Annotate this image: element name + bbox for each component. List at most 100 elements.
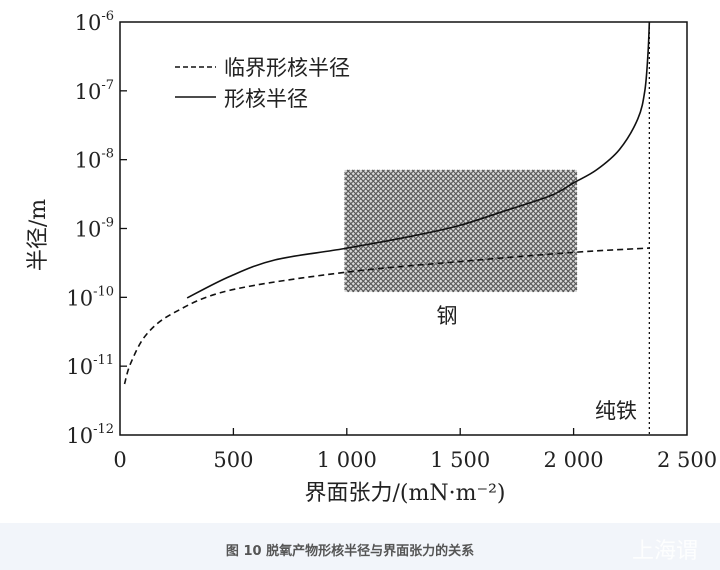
hatch-line — [492, 207, 578, 293]
y-tick-label: 10-9 — [75, 216, 114, 242]
hatch-line — [344, 169, 385, 211]
hatch-line — [456, 169, 578, 291]
hatch-line — [471, 169, 578, 276]
hatch-line — [466, 169, 578, 281]
hatch-line — [344, 257, 380, 293]
hatch-line — [344, 169, 405, 231]
hatch-line — [512, 227, 578, 293]
hatch-line — [344, 169, 430, 256]
hatch-line — [547, 262, 578, 293]
steel-label: 钢 — [437, 304, 458, 328]
hatch-line — [536, 169, 578, 211]
hatch-line — [344, 242, 395, 293]
hatch-line — [491, 169, 578, 256]
y-axis-label: 半径/m — [26, 199, 51, 271]
hatch-line — [344, 247, 390, 293]
y-axis: 10-6 10-7 10-8 10-9 10-10 10-11 10-12 — [66, 9, 127, 448]
y-tick-label: 10-6 — [75, 9, 114, 35]
hatch-line — [541, 169, 578, 206]
hatch-line — [507, 222, 578, 293]
hatch-line — [571, 169, 578, 176]
hatch-line — [556, 169, 578, 191]
hatch-line — [344, 169, 440, 266]
y-tick-label: 10-7 — [75, 78, 114, 104]
chart: 0 500 1 000 1 500 2 000 2 500 10-610-710-810-… — [26, 9, 717, 506]
hatch-line — [344, 169, 380, 206]
hatch-line — [527, 242, 578, 293]
hatch-line — [344, 222, 415, 293]
hatch-line — [344, 182, 455, 293]
hatch-line — [344, 232, 405, 293]
hatch-line — [344, 169, 395, 221]
hatch-line — [344, 169, 425, 251]
hatch-line — [344, 212, 425, 293]
hatch-line — [477, 192, 578, 293]
hatch-line — [522, 237, 578, 293]
hatch-line — [344, 207, 430, 293]
hatch-line — [344, 252, 385, 293]
hatch-line — [344, 202, 435, 293]
legend: 临界形核半径 形核半径 — [175, 56, 350, 111]
hatch-line — [344, 169, 420, 246]
hatch-line — [537, 252, 578, 293]
hatch-line — [344, 172, 465, 293]
hatch-line — [344, 169, 375, 201]
hatch-line — [344, 169, 365, 191]
watermark: 上海谓 — [632, 539, 699, 564]
hatch-line — [346, 169, 470, 293]
hatch-line — [551, 169, 578, 196]
hatch-line — [344, 169, 360, 186]
hatch-line — [344, 169, 455, 281]
hatch-line — [344, 197, 440, 293]
x-tick-label: 1 000 — [317, 448, 377, 472]
hatch-line — [344, 169, 460, 286]
hatch-line — [511, 169, 578, 236]
hatch-line — [344, 169, 350, 176]
y-tick-label: 10-12 — [66, 422, 114, 448]
hatch-line — [496, 169, 578, 251]
hatch-line — [472, 187, 578, 293]
hatch-line — [521, 169, 578, 226]
hatch-line — [486, 169, 578, 261]
hatch-line — [344, 169, 465, 291]
hatch-line — [461, 169, 578, 286]
hatch-line — [572, 287, 578, 293]
hatch-line — [344, 169, 445, 271]
x-tick-label: 2 500 — [657, 448, 717, 472]
hatch-line — [501, 169, 578, 246]
hatch-line — [344, 177, 460, 293]
hatch-line — [447, 169, 570, 293]
hatch-line — [344, 169, 370, 196]
x-tick-label: 0 — [113, 448, 126, 472]
nucleation-radius-line — [186, 21, 651, 299]
hatch-line — [344, 287, 350, 293]
hatch-line — [344, 169, 390, 216]
hatch-line — [442, 169, 565, 293]
hatch-line — [467, 182, 578, 293]
hatch-line — [344, 277, 360, 293]
hatch-line — [506, 169, 578, 241]
hatch-line — [517, 232, 578, 293]
hatch-line — [344, 272, 365, 293]
x-axis: 0 500 1 000 1 500 2 000 2 500 — [113, 428, 717, 472]
hatch-line — [344, 192, 445, 293]
hatch-line — [344, 169, 400, 226]
y-tick-label: 10-8 — [75, 147, 114, 173]
hatch-line — [546, 169, 578, 201]
hatch-line — [497, 212, 578, 293]
hatch-line — [542, 257, 578, 293]
x-axis-label: 界面张力/(mN·m⁻²) — [305, 481, 506, 506]
hatch-line — [516, 169, 578, 231]
x-tick-label: 2 000 — [544, 448, 604, 472]
hatch-line — [552, 267, 578, 293]
hatch-line — [532, 247, 578, 293]
legend-label-nucleation-radius: 形核半径 — [224, 87, 308, 111]
hatch-line — [344, 169, 410, 236]
hatch-line — [344, 169, 355, 181]
hatch-line — [557, 272, 578, 293]
pure-iron-label: 纯铁 — [595, 399, 637, 423]
x-tick-label: 1 500 — [430, 448, 490, 472]
hatch-line — [481, 169, 578, 266]
hatch-line — [567, 282, 578, 293]
hatch-line — [344, 169, 415, 241]
